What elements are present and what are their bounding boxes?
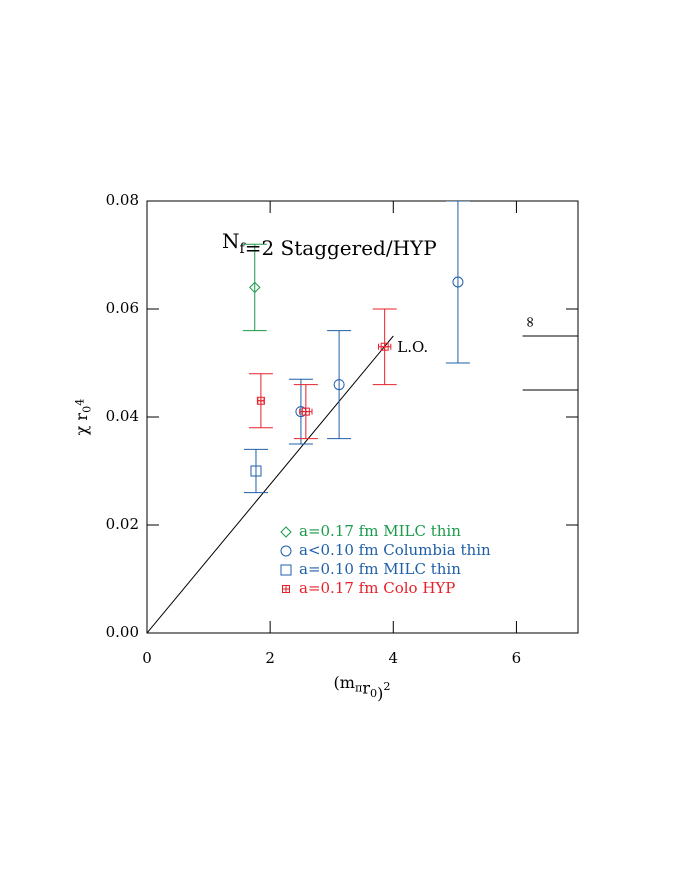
lo-line [147, 335, 394, 633]
point [256, 396, 265, 405]
point [301, 407, 310, 416]
infinity-label: ∞ [521, 316, 539, 329]
legend-marker [280, 564, 292, 576]
legend-marker [280, 545, 292, 557]
error-bar [243, 448, 268, 494]
legend-marker [282, 585, 290, 593]
point [452, 276, 464, 288]
error-bar [445, 201, 470, 364]
x-tick-label: 6 [512, 649, 522, 667]
error-bar [242, 243, 267, 332]
point [380, 342, 389, 351]
subscript: π [355, 682, 362, 695]
chart-title: Nf=2 Staggered/HYP [222, 229, 437, 260]
legend-label: a<0.10 fm Columbia thin [299, 541, 491, 559]
y-axis-label: χ r04 [72, 399, 94, 436]
subscript: 0 [81, 406, 94, 413]
point [250, 465, 262, 477]
x-tick-label: 4 [389, 649, 399, 667]
legend-label: a=0.17 fm Colo HYP [299, 579, 455, 597]
plot-area [147, 201, 578, 633]
x-tick-label: 2 [265, 649, 275, 667]
y-tick-label: 0.04 [106, 407, 139, 425]
text-part: =2 Staggered/HYP [245, 236, 437, 260]
error-bar [327, 330, 352, 440]
legend-label: a=0.10 fm MILC thin [299, 560, 461, 578]
subscript: 0 [370, 687, 377, 700]
y-tick-label: 0.02 [106, 515, 139, 533]
text-part: χ r [72, 413, 91, 436]
x-tick-label: 0 [142, 649, 152, 667]
y-tick-label: 0.00 [106, 623, 139, 641]
x-axis-label: (mπr0)2 [334, 673, 391, 703]
text-part: r [362, 678, 370, 697]
legend-marker [280, 526, 292, 538]
point [333, 379, 345, 391]
y-tick-label: 0.06 [106, 299, 139, 317]
text-part: (m [334, 673, 355, 692]
text-part: ) [377, 684, 383, 703]
text-part: N [222, 229, 240, 253]
superscript: 4 [73, 399, 86, 406]
legend-label: a=0.17 fm MILC thin [299, 522, 461, 540]
subscript: f [240, 241, 247, 257]
lo-label: L.O. [397, 338, 428, 356]
y-tick-label: 0.08 [106, 191, 139, 209]
point [249, 281, 261, 294]
superscript: 2 [383, 680, 390, 693]
